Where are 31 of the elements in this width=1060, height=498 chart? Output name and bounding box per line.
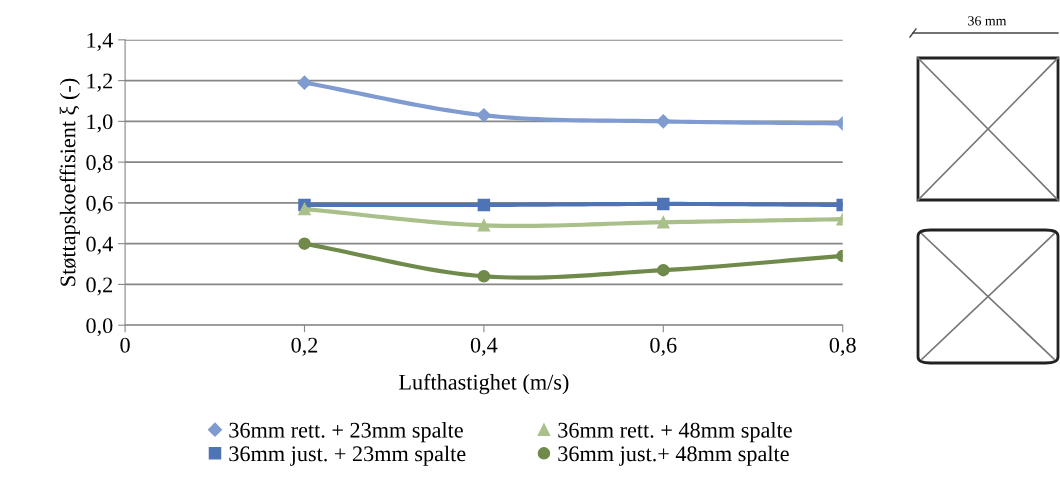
y-tick-label: 0,2 <box>86 277 113 296</box>
x-tick-label: 0,8 <box>829 337 856 356</box>
y-tick-label: 1,4 <box>87 32 113 51</box>
x-tick-label: 0,4 <box>470 337 498 356</box>
point <box>298 237 311 250</box>
point <box>477 198 491 212</box>
y-tick-label: 1,0 <box>87 114 113 133</box>
x-axis-title: Lufthastighet (m/s) <box>399 373 569 395</box>
point <box>476 108 491 123</box>
text: 36 mm <box>968 16 1007 26</box>
y-tick-label: 0,4 <box>86 236 113 255</box>
point <box>656 114 671 129</box>
y-tick-label: 0,6 <box>86 195 113 215</box>
x-tick-label: 0,2 <box>291 337 318 356</box>
x-tick-label: 0 <box>120 337 130 353</box>
y-tick-label: 1,2 <box>87 73 113 92</box>
point <box>477 219 491 232</box>
y-tick-label: 0,8 <box>86 155 113 174</box>
x-tick-label: 0,6 <box>650 337 677 356</box>
point <box>477 270 491 283</box>
point <box>657 216 670 229</box>
legend-label: 36mm just. + 23mm spalte <box>229 445 466 466</box>
point <box>298 202 311 216</box>
point <box>657 197 670 211</box>
point <box>657 263 670 277</box>
legend-label: 36mm rett. + 23mm spalte <box>229 422 463 443</box>
y-tick-label: 0,0 <box>86 318 113 337</box>
legend-label: 36mm rett. + 48mm spalte <box>558 422 792 443</box>
legend-label: 36mm just.+ 48mm spalte <box>558 445 789 466</box>
point <box>297 75 312 90</box>
y-axis-title: Støttapskoeffisient ξ (-) <box>59 78 80 286</box>
